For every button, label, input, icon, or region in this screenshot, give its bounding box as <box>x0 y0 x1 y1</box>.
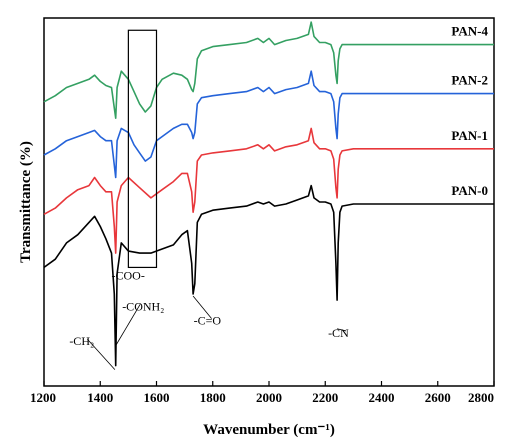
series-line-pan-1 <box>43 127 494 254</box>
annotation-pointer <box>115 304 141 346</box>
series-label-pan-1: PAN-1 <box>451 128 488 143</box>
x-tick-label: 2800 <box>468 390 494 405</box>
y-axis-title: Transmittance (%) <box>18 141 34 263</box>
series-label-layer: PAN-0 PAN-1 PAN-2 PAN-4 <box>451 24 488 198</box>
coo-highlight-box <box>127 29 158 269</box>
annotation-label: -CN <box>328 326 349 340</box>
series-line-pan-2 <box>43 70 494 179</box>
series-label-pan-4: PAN-4 <box>451 24 488 39</box>
x-axis-title: Wavenumber (cm⁻¹) <box>203 422 335 438</box>
annotation-layer: -CH₂ -CONH₂ -COO- -C=O -CN <box>69 269 349 370</box>
x-tick-label: 2000 <box>256 390 282 405</box>
x-tick-label: 1800 <box>200 390 226 405</box>
series-line-pan-4 <box>43 21 494 119</box>
annotation-label: -COO- <box>112 269 145 283</box>
x-tick-layer: 1200 1400 1600 1800 2000 2200 2400 2600 2800 <box>30 381 495 405</box>
x-tick-label: 1600 <box>144 390 170 405</box>
annotation-label: -CONH₂ <box>122 299 164 313</box>
series-layer <box>43 21 494 367</box>
highlight-box-layer <box>127 29 158 269</box>
series-line-pan-0 <box>43 184 494 367</box>
x-tick-label: 1200 <box>30 390 56 405</box>
x-tick-label: 2200 <box>312 390 338 405</box>
annotation-pointer <box>87 338 116 370</box>
annotation-pointer <box>336 328 347 332</box>
x-tick-label: 1400 <box>87 390 113 405</box>
x-tick-label: 2400 <box>369 390 395 405</box>
annotation-label: -CH₂ <box>69 334 94 348</box>
x-tick-label: 2600 <box>425 390 451 405</box>
annotation-label: -C=O <box>194 314 222 328</box>
series-label-pan-0: PAN-0 <box>451 183 488 198</box>
annotation-pointer <box>192 295 212 319</box>
series-label-pan-2: PAN-2 <box>451 73 488 88</box>
